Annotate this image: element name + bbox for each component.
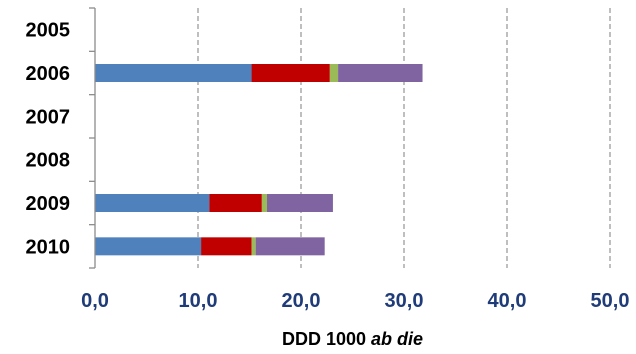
x-tick-label: 10,0 — [179, 290, 218, 312]
x-tick-label: 20,0 — [282, 290, 321, 312]
category-labels: 2005 2006 2007 2008 2009 2010 — [26, 20, 71, 259]
bar-segment — [209, 194, 262, 212]
tick-labels: 0,0 10,0 20,0 30,0 40,0 50,0 — [81, 290, 629, 312]
bar-segment — [338, 64, 423, 82]
x-tick-label: 50,0 — [591, 290, 630, 312]
x-axis-title: DDD 1000 ab die — [282, 329, 423, 349]
x-axis-title-italic: ab die — [371, 329, 423, 349]
gridlines — [197, 8, 611, 268]
bar-segment — [329, 64, 339, 82]
bar-segment — [95, 237, 202, 256]
category-label: 2007 — [26, 106, 71, 128]
bar-segment — [251, 64, 330, 82]
bar-segment — [251, 237, 256, 256]
bars — [95, 64, 423, 256]
category-label: 2009 — [26, 193, 71, 215]
bar-segment — [95, 194, 210, 212]
x-axis-title-main: DDD 1000 — [282, 329, 371, 349]
bar-segment — [255, 237, 325, 256]
bar-segment — [95, 64, 252, 82]
x-tick-label: 40,0 — [488, 290, 527, 312]
category-label: 2005 — [26, 20, 71, 42]
category-label: 2010 — [26, 236, 71, 258]
axes — [89, 7, 96, 269]
bar-segment — [267, 194, 333, 212]
bar-segment — [261, 194, 268, 212]
x-tick-label: 30,0 — [385, 290, 424, 312]
bar-segment — [201, 237, 252, 256]
category-label: 2006 — [26, 63, 71, 85]
category-label: 2008 — [26, 150, 71, 172]
x-tick-label: 0,0 — [81, 290, 109, 312]
